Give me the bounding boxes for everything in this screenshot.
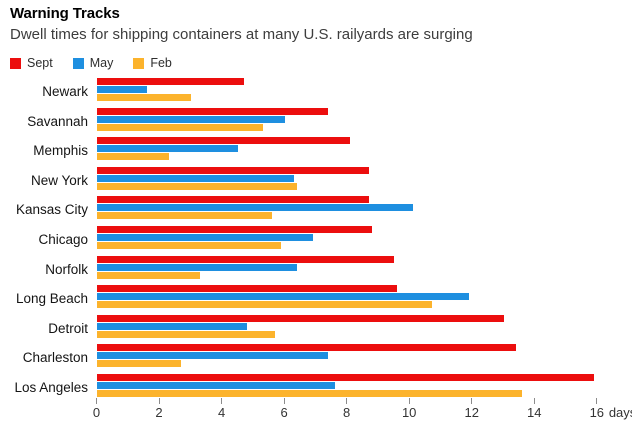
bar-feb-los-angeles (96, 390, 522, 397)
x-axis-label-0: 0 (92, 405, 101, 420)
x-axis-tick-8 (346, 398, 348, 404)
bar-sept-memphis (96, 137, 350, 145)
x-axis-label-10: 10 (401, 405, 417, 420)
x-axis-tick-10 (408, 398, 410, 404)
legend-item-sept: Sept (10, 56, 53, 70)
bar-sept-long-beach (96, 285, 397, 293)
bar-sept-savannah (96, 107, 328, 115)
bar-feb-savannah (96, 123, 263, 131)
category-label-new-york: New York (30, 172, 88, 188)
bar-sept-charleston (96, 344, 516, 352)
legend: Sept May Feb (10, 56, 172, 70)
category-label-chicago: Chicago (38, 232, 88, 247)
bar-feb-chicago (96, 242, 281, 249)
category-label-los-angeles: Los Angeles (14, 380, 88, 395)
bar-sept-newark (96, 78, 244, 85)
category-label-detroit: Detroit (48, 320, 88, 336)
bar-may-los-angeles (96, 382, 335, 389)
bar-may-charleston (96, 352, 328, 360)
x-axis-tick-12 (471, 398, 473, 404)
x-axis-label-2: 2 (155, 405, 163, 420)
x-axis-tick-0 (96, 398, 97, 404)
legend-label-may: May (89, 56, 114, 70)
bar-may-newark (96, 86, 147, 93)
bar-may-savannah (96, 115, 285, 123)
category-label-norfolk: Norfolk (45, 261, 88, 277)
bar-sept-norfolk (96, 255, 394, 263)
bar-may-norfolk (96, 263, 297, 271)
bar-may-long-beach (96, 293, 469, 301)
chart-title: Warning Tracks (10, 5, 120, 22)
legend-item-feb: Feb (133, 56, 172, 70)
bar-may-detroit (96, 322, 247, 330)
chart-subtitle: Dwell times for shipping containers at m… (10, 26, 473, 43)
bar-sept-detroit (96, 314, 504, 322)
bar-may-chicago (96, 234, 313, 241)
bar-sept-new-york (96, 166, 369, 174)
legend-item-may: May (72, 56, 114, 70)
category-label-kansas-city: Kansas City (15, 202, 88, 218)
bar-may-new-york (96, 174, 294, 182)
x-axis-tick-2 (158, 398, 160, 404)
bar-sept-kansas-city (96, 196, 369, 204)
x-axis-tick-14 (533, 398, 535, 404)
legend-swatch-feb (133, 57, 145, 69)
x-axis-label-6: 6 (280, 405, 288, 420)
x-axis-tick-4 (221, 398, 223, 404)
bar-sept-los-angeles (96, 374, 594, 381)
bar-feb-long-beach (96, 301, 432, 309)
x-axis-tick-6 (283, 398, 285, 404)
x-axis-label-4: 4 (217, 405, 226, 420)
x-axis-unit-label: days (608, 405, 632, 420)
category-label-charleston: Charleston (22, 350, 88, 366)
bar-may-kansas-city (96, 204, 413, 212)
x-axis-label-8: 8 (343, 405, 351, 420)
bar-feb-kansas-city (96, 212, 272, 220)
legend-swatch-sept (10, 57, 21, 69)
x-axis-label-14: 14 (527, 405, 542, 420)
bar-feb-newark (96, 94, 191, 101)
legend-swatch-may (72, 57, 84, 69)
bar-feb-charleston (96, 360, 181, 368)
x-axis-label-16: 16 (589, 405, 605, 420)
bar-feb-detroit (96, 330, 275, 338)
bar-sept-chicago (96, 226, 372, 233)
bar-may-memphis (96, 145, 238, 153)
legend-label-sept: Sept (27, 56, 53, 70)
bar-feb-norfolk (96, 271, 200, 279)
category-label-memphis: Memphis (33, 143, 88, 159)
x-axis-tick-16 (596, 398, 598, 404)
category-label-newark: Newark (42, 84, 88, 99)
category-label-savannah: Savannah (27, 113, 88, 129)
bar-feb-new-york (96, 182, 297, 190)
bar-feb-memphis (96, 153, 169, 161)
legend-label-feb: Feb (150, 56, 172, 70)
category-label-long-beach: Long Beach (15, 291, 88, 307)
x-axis-label-12: 12 (464, 405, 479, 420)
